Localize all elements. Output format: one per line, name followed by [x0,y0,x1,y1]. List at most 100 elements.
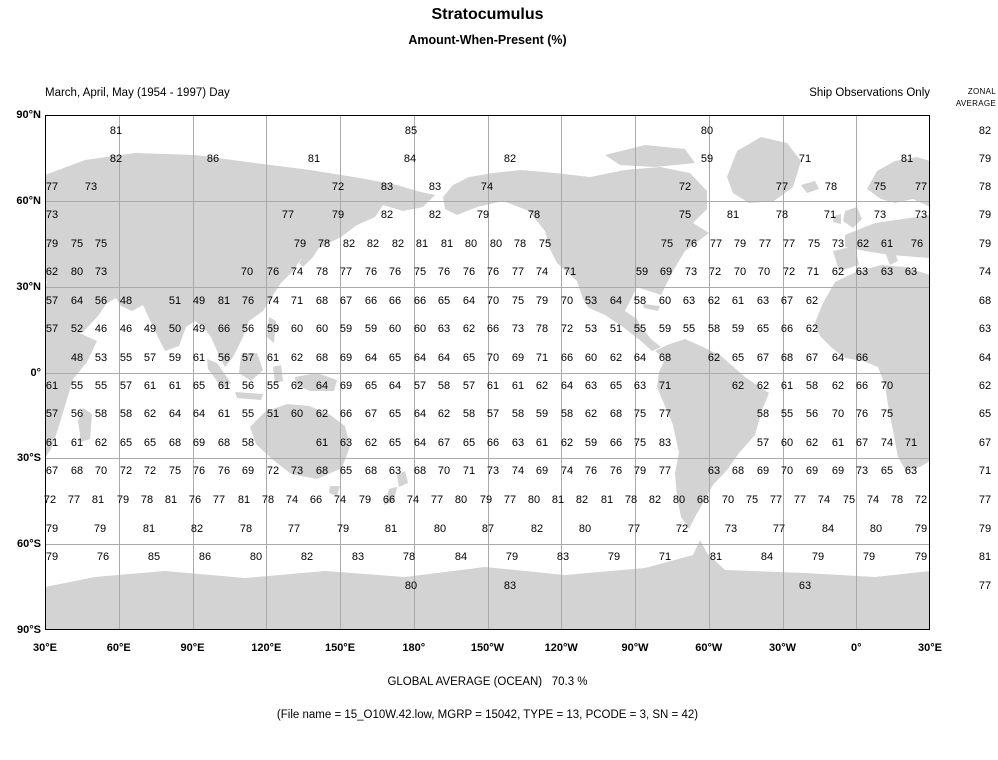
grid-value: 77 [503,494,517,506]
grid-value: 79 [633,465,647,477]
grid-value: 79 [914,523,928,535]
grid-value: 67 [364,408,378,420]
grid-value: 75 [807,238,821,250]
grid-value: 77 [914,181,928,193]
grid-value: 84 [403,153,417,165]
grid-value: 77 [212,494,226,506]
grid-value: 62 [707,352,721,364]
grid-value: 67 [437,437,451,449]
grid-value: 77 [339,266,353,278]
grid-value: 61 [511,380,525,392]
grid-value: 77 [793,494,807,506]
grid-value: 77 [772,523,786,535]
grid-value: 74 [290,266,304,278]
grid-value: 76 [437,266,451,278]
grid-value: 59 [584,437,598,449]
grid-value: 72 [678,181,692,193]
grid-value: 53 [584,295,598,307]
grid-value: 79 [336,523,350,535]
landmass-iberia [833,246,859,271]
grid-value: 85 [404,125,418,137]
grid-value: 59 [635,266,649,278]
grid-value: 79 [607,551,621,563]
grid-value: 60 [290,408,304,420]
grid-value: 77 [281,209,295,221]
grid-value: 62 [856,238,870,250]
grid-value: 55 [119,352,133,364]
y-tick-label: 60°S [17,538,41,551]
grid-value: 66 [486,323,500,335]
grid-value: 73 [45,209,59,221]
zonal-average-value: 81 [978,551,992,563]
grid-value: 66 [217,323,231,335]
grid-value: 71 [563,266,577,278]
grid-value: 62 [45,266,59,278]
grid-value: 56 [241,380,255,392]
grid-value: 79 [293,238,307,250]
grid-value: 76 [192,465,206,477]
landmass-eurasia [45,153,435,367]
grid-value: 64 [437,352,451,364]
grid-value: 58 [707,323,721,335]
grid-value: 50 [168,323,182,335]
x-tick-label: 30°W [768,642,797,654]
landmass-north-america [443,167,709,351]
grid-value: 84 [760,551,774,563]
grid-value: 73 [831,238,845,250]
grid-value: 62 [805,437,819,449]
grid-value: 82 [300,551,314,563]
zonal-average-value: 74 [978,266,992,278]
grid-value: 62 [731,380,745,392]
zonal-header-line2: AVERAGE [955,98,996,108]
zonal-average-value: 77 [978,580,992,592]
grid-value: 68 [364,465,378,477]
grid-value: 60 [388,323,402,335]
grid-value: 72 [331,181,345,193]
grid-value: 62 [831,266,845,278]
grid-value: 51 [609,323,623,335]
grid-value: 59 [535,408,549,420]
grid-value: 73 [855,465,869,477]
grid-value: 74 [406,494,420,506]
grid-value: 64 [413,437,427,449]
x-tick-label: 30°E [33,642,57,654]
landmass-britain [843,207,862,228]
grid-value: 73 [84,181,98,193]
grid-value: 71 [535,352,549,364]
source-label: Ship Observations Only [809,87,930,99]
grid-value: 64 [192,408,206,420]
grid-value: 71 [798,153,812,165]
landmass-europe [845,215,930,258]
grid-value: 75 [880,408,894,420]
grid-value: 76 [462,266,476,278]
grid-value: 57 [143,352,157,364]
grid-value: 63 [707,465,721,477]
grid-value: 83 [428,181,442,193]
y-tick-label: 90°S [17,624,41,636]
grid-value: 57 [119,380,133,392]
grid-value: 60 [315,323,329,335]
landmass-africa-west [814,265,930,471]
season-label: March, April, May (1954 - 1997) Day [45,87,230,99]
grid-value: 68 [315,465,329,477]
x-tick-label: 30°E [918,642,942,654]
grid-value: 73 [873,209,887,221]
grid-value: 65 [192,380,206,392]
grid-value: 72 [43,494,57,506]
grid-value: 70 [831,408,845,420]
grid-value: 86 [206,153,220,165]
grid-value: 82 [648,494,662,506]
landmass-japan [299,227,330,267]
grid-value: 74 [285,494,299,506]
grid-value: 75 [660,238,674,250]
grid-value: 62 [94,437,108,449]
grid-value: 65 [364,380,378,392]
grid-value: 79 [45,523,59,535]
zonal-average-value: 79 [978,238,992,250]
grid-value: 68 [658,352,672,364]
grid-value: 80 [70,266,84,278]
grid-value: 74 [535,266,549,278]
grid-value: 65 [731,352,745,364]
grid-value: 77 [775,181,789,193]
grid-value: 65 [880,465,894,477]
